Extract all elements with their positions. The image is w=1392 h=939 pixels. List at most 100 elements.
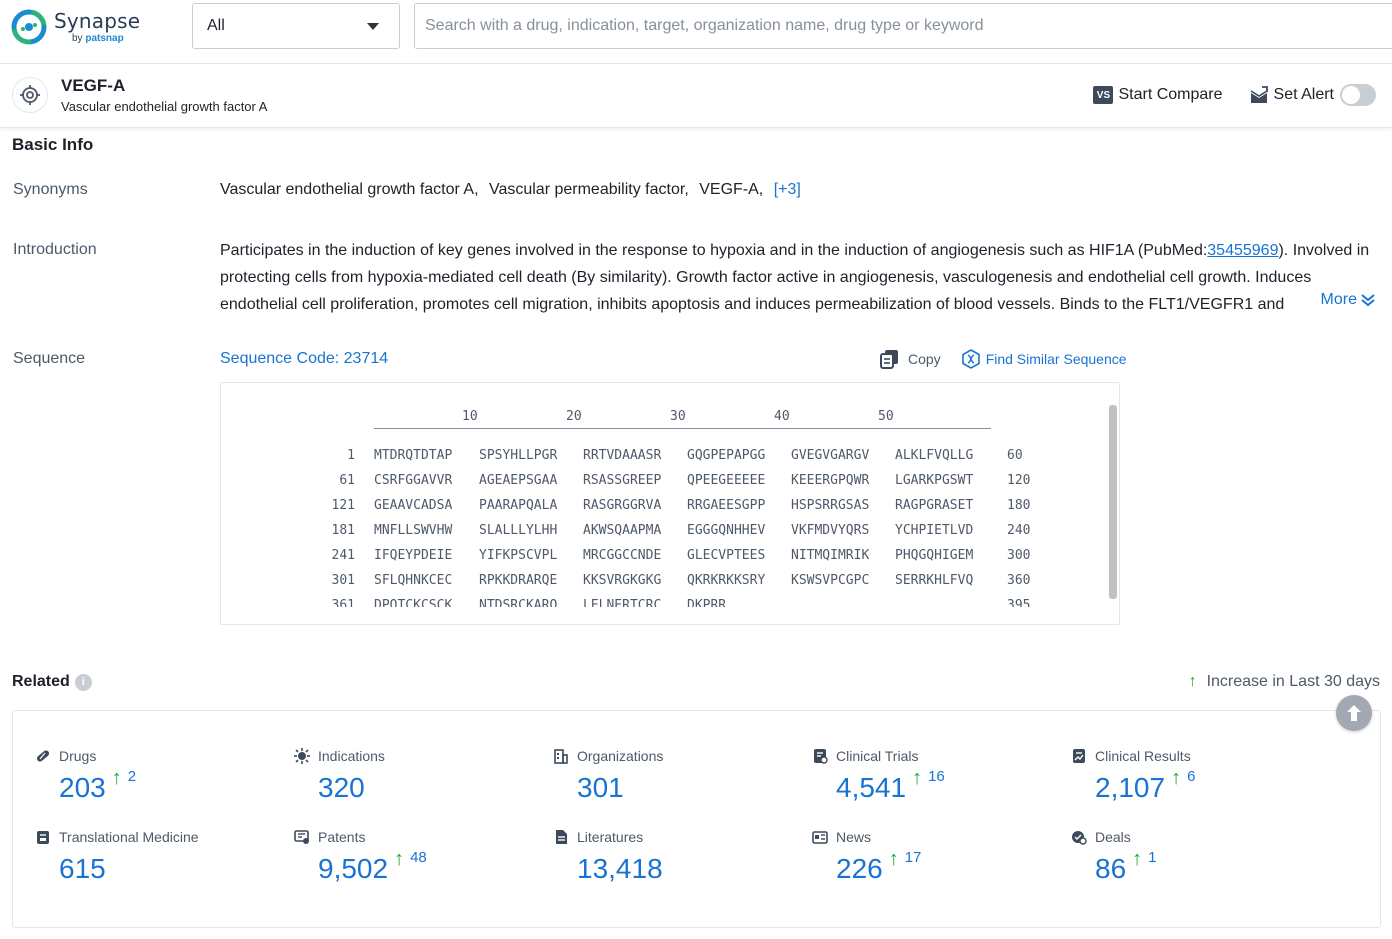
stat-label-text: Deals xyxy=(1095,829,1131,845)
stat-label-text: Patents xyxy=(318,829,365,845)
up-arrow-icon: ↑ xyxy=(889,849,899,869)
sequence-chunk: RRTVDAAASR xyxy=(583,448,661,463)
sequence-chunk: DPQTCKCSCK xyxy=(374,598,452,607)
sequence-scrollbar[interactable] xyxy=(1109,405,1117,599)
sequence-chunk: AGEAEPSGAA xyxy=(479,473,557,488)
sequence-chunk: SPSYHLLPGR xyxy=(479,448,557,463)
ruler-tick: 30 xyxy=(670,409,686,424)
sequence-row-end: 360 xyxy=(1007,573,1030,588)
search-placeholder: Search with a drug, indication, target, … xyxy=(425,17,984,35)
caret-down-icon xyxy=(367,23,379,30)
logo-subtitle: by patsnap xyxy=(72,34,140,44)
copy-sequence-button[interactable]: Copy xyxy=(880,349,941,369)
sequence-chunk: GQGPEPAPGG xyxy=(687,448,765,463)
search-input[interactable]: Search with a drug, indication, target, … xyxy=(414,3,1392,49)
stat-label-text: Organizations xyxy=(577,748,663,764)
pill-icon xyxy=(35,748,51,764)
sequence-chunk: YIFKPSCVPL xyxy=(479,548,557,563)
stat-value[interactable]: 2,107 xyxy=(1095,770,1165,806)
virus-icon xyxy=(294,748,310,764)
sequence-row: 361DPQTCKCSCKNTDSRCKARQLELNERTCRCDKPRR39… xyxy=(221,598,1106,607)
sequence-row: 1MTDRQTDTAPSPSYHLLPGRRRTVDAAASRGQGPEPAPG… xyxy=(221,448,1106,468)
stat-increase-value: 48 xyxy=(410,849,427,866)
stat-news[interactable]: News226↑17 xyxy=(812,829,1062,887)
up-arrow-icon: ↑ xyxy=(1171,768,1181,788)
news-icon xyxy=(812,829,828,845)
synonyms-more-link[interactable]: [+3] xyxy=(774,181,801,198)
up-arrow-icon: ↑ xyxy=(394,849,404,869)
related-title: Related i xyxy=(12,673,92,691)
stat-value[interactable]: 226 xyxy=(836,851,883,887)
stat-literatures[interactable]: Literatures 13,418 xyxy=(553,829,803,887)
sequence-row: 301SFLQHNKCECRPKKDRARQEKKSVRGKGKGQKRKRKK… xyxy=(221,573,1106,593)
stat-increase-value: 16 xyxy=(928,768,945,785)
stat-indications[interactable]: Indications320 xyxy=(294,748,544,806)
ruler-tick: 10 xyxy=(462,409,478,424)
logo-brand: patsnap xyxy=(85,33,123,44)
more-label: More xyxy=(1321,291,1357,309)
sequence-chunk: MRCGGCCNDE xyxy=(583,548,661,563)
sequence-chunk: DKPRR xyxy=(687,598,726,607)
sequence-chunk: RASGRGGRVA xyxy=(583,498,661,513)
start-compare-label: Start Compare xyxy=(1118,86,1222,104)
up-arrow-icon: ↑ xyxy=(112,768,122,788)
sequence-row-start: 301 xyxy=(311,573,355,588)
stat-drugs[interactable]: Drugs203↑2 xyxy=(35,748,285,806)
sequence-chunk: AKWSQAAPMA xyxy=(583,523,661,538)
stat-label-text: Clinical Results xyxy=(1095,748,1191,764)
stat-value[interactable]: 13,418 xyxy=(577,851,663,887)
set-alert-label: Set Alert xyxy=(1274,86,1334,104)
synonym-item: Vascular permeability factor, xyxy=(489,181,689,198)
sequence-row-end: 240 xyxy=(1007,523,1030,538)
sequence-chunk: YCHPIETLVD xyxy=(895,523,973,538)
sequence-row-start: 181 xyxy=(311,523,355,538)
sequence-chunk: PAARAPQALA xyxy=(479,498,557,513)
top-bar: Synapse by patsnap All Search with a dru… xyxy=(0,0,1392,64)
set-alert-button[interactable]: Set Alert xyxy=(1249,84,1376,106)
introduction-more-button[interactable]: More xyxy=(1285,291,1376,309)
stat-value[interactable]: 4,541 xyxy=(836,770,906,806)
stat-deals[interactable]: Deals 86 ↑1 xyxy=(1071,829,1321,887)
sequence-code-link[interactable]: Sequence Code: 23714 xyxy=(220,350,388,368)
start-compare-button[interactable]: VS Start Compare xyxy=(1093,86,1222,104)
sequence-chunk: GVEGVGARGV xyxy=(791,448,869,463)
sequence-chunk: SERRKHLFVQ xyxy=(895,573,973,588)
stat-increase: ↑1 xyxy=(1132,849,1156,869)
compare-icon: VS xyxy=(1093,86,1113,104)
scroll-to-top-button[interactable] xyxy=(1336,695,1372,731)
stat-label-text: Translational Medicine xyxy=(59,829,199,845)
stat-value[interactable]: 301 xyxy=(577,770,624,806)
stat-value[interactable]: 615 xyxy=(59,851,106,887)
stat-value[interactable]: 320 xyxy=(318,770,365,806)
sequence-row: 121GEAAVCADSAPAARAPQALARASGRGGRVARRGAEES… xyxy=(221,498,1106,518)
sequence-chunk: KKSVRGKGKG xyxy=(583,573,661,588)
double-chevron-down-icon xyxy=(1360,292,1376,308)
search-category-select[interactable]: All xyxy=(192,3,400,49)
building-icon xyxy=(553,748,569,764)
synapse-logo[interactable]: Synapse by patsnap xyxy=(10,8,140,46)
target-symbol: VEGF-A xyxy=(61,76,125,96)
stat-translational-medicine[interactable]: Translational Medicine 615 xyxy=(35,829,285,887)
stat-clinical-trials[interactable]: Clinical Trials4,541↑16 xyxy=(812,748,1062,806)
stat-label-text: Literatures xyxy=(577,829,643,845)
search-category-value: All xyxy=(207,17,225,35)
sequence-row: 61CSRFGGAVVRAGEAEPSGAARSASSGREEPQPEEGEEE… xyxy=(221,473,1106,493)
stat-increase-value: 17 xyxy=(905,849,922,866)
stat-increase: ↑ 48 xyxy=(394,849,427,869)
sequence-label: Sequence xyxy=(13,350,85,368)
stat-patents[interactable]: Patents 9,502 ↑ 48 xyxy=(294,829,544,887)
stat-value[interactable]: 9,502 xyxy=(318,851,388,887)
stat-organizations[interactable]: Organizations 301 xyxy=(553,748,803,806)
stat-value[interactable]: 86 xyxy=(1095,851,1126,887)
up-arrow-icon: ↑ xyxy=(1132,849,1142,869)
find-similar-sequence-button[interactable]: Find Similar Sequence xyxy=(961,349,1127,369)
sequence-row-end: 180 xyxy=(1007,498,1030,513)
sequence-chunk: PHQGQHIGEM xyxy=(895,548,973,563)
stat-value[interactable]: 203 xyxy=(59,770,106,806)
stat-increase-value: 2 xyxy=(128,768,136,785)
pubmed-link[interactable]: 35455969 xyxy=(1207,242,1278,259)
dna-search-icon xyxy=(961,349,981,369)
stat-clinical-results[interactable]: Clinical Results2,107↑6 xyxy=(1071,748,1321,806)
alert-toggle[interactable] xyxy=(1340,84,1376,106)
info-icon[interactable]: i xyxy=(75,674,92,691)
